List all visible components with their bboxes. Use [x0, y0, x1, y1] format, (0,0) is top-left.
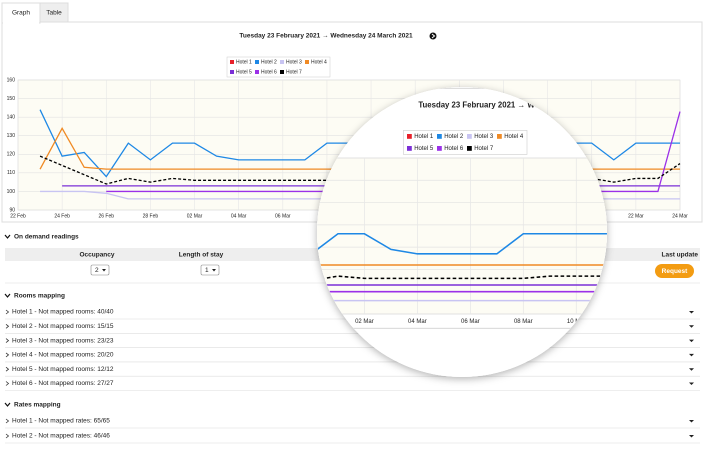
legend: [226, 56, 331, 78]
column-header: Occupancy: [79, 252, 114, 259]
button-label[interactable]: Request: [662, 268, 688, 275]
section-icon: [4, 234, 11, 239]
chart-title: Tuesday 23 February 2021 → Wednesday 24 …: [239, 33, 413, 40]
x-tick-label: 22 Feb: [10, 213, 26, 219]
y-tick-label: 130: [7, 133, 16, 139]
legend-swatch: [230, 70, 234, 74]
mapping-lists: Rooms mapping Hotel 1 - Not mapped rooms:…: [4, 293, 700, 444]
x-tick-label: 26 Feb: [98, 213, 114, 219]
dropdown-caret: [689, 353, 694, 357]
legend-swatch: [255, 60, 259, 64]
expand-icon: [5, 381, 10, 386]
dropdown-caret: [689, 435, 694, 438]
dropdown-caret: [689, 339, 694, 343]
y-tick-label: 160: [7, 77, 16, 83]
x-tick-label: 06 Mar: [275, 213, 291, 219]
lens-content: [317, 87, 607, 377]
x-tick-label: 24 Feb: [54, 213, 70, 219]
section-title: On demand readings: [14, 234, 79, 241]
legend-label: Hotel 4: [311, 59, 327, 65]
legend-swatch: [305, 60, 309, 64]
expand-icon: [5, 323, 10, 329]
y-tick-label: 140: [7, 114, 16, 120]
x-tick-label: 28 Feb: [143, 213, 159, 219]
list-item[interactable]: Hotel 2 - Not mapped rates: 46/46: [12, 433, 110, 440]
request-button[interactable]: [655, 264, 694, 278]
select-caret: [212, 269, 216, 272]
legend-label: Hotel 6: [261, 69, 277, 75]
section-icon: [4, 402, 11, 407]
legend-label: Hotel 5: [236, 69, 252, 75]
tab-label[interactable]: Graph: [12, 10, 30, 17]
expand-icon: [5, 352, 10, 358]
dropdown-caret: [689, 382, 694, 385]
x-tick-label: 02 Mar: [187, 213, 203, 219]
select[interactable]: [200, 264, 220, 276]
legend-swatch: [280, 70, 284, 74]
select-value[interactable]: 1: [205, 267, 209, 274]
legend-label: Hotel 7: [286, 69, 302, 75]
list-item[interactable]: Hotel 1 - Not mapped rates: 65/65: [12, 418, 110, 425]
expand-icon: [5, 338, 10, 343]
y-tick-label: 120: [7, 152, 16, 158]
tab-label[interactable]: Table: [46, 10, 62, 17]
x-tick-label: 04 Mar: [231, 213, 247, 219]
dropdown-caret: [689, 368, 694, 371]
list-item[interactable]: Hotel 2 - Not mapped rooms: 15/15: [12, 323, 114, 330]
select-caret: [102, 269, 106, 272]
y-tick-label: 150: [7, 96, 16, 102]
list-item[interactable]: Hotel 4 - Not mapped rooms: 20/20: [12, 352, 114, 359]
y-tick-label: 90: [9, 207, 15, 213]
next-icon[interactable]: [429, 32, 437, 40]
select-value[interactable]: 2: [95, 267, 99, 274]
magnifier: [317, 87, 607, 377]
dropdown-caret: [689, 420, 694, 423]
section-icon: [4, 293, 11, 298]
next-arrow: [431, 33, 436, 39]
dropdown-caret: [689, 311, 694, 314]
list-item[interactable]: Hotel 3 - Not mapped rooms: 23/23: [12, 337, 114, 344]
x-tick-label: 22 Mar: [628, 213, 644, 219]
section-title: Rates mapping: [14, 402, 61, 409]
expand-icon: [5, 309, 10, 315]
legend-label: Hotel 2: [261, 59, 277, 65]
legend-swatch: [280, 60, 284, 64]
dropdown-caret: [689, 325, 694, 328]
y-tick-label: 110: [7, 170, 15, 176]
legend-label: Hotel 1: [236, 59, 252, 65]
list-item[interactable]: Hotel 1 - Not mapped rooms: 40/40: [12, 309, 114, 316]
section-title: Rooms mapping: [14, 293, 65, 300]
x-tick-label: 24 Mar: [672, 213, 688, 219]
expand-icon: [5, 433, 10, 439]
column-header: Length of stay: [179, 252, 224, 259]
y-tick-label: 100: [7, 189, 16, 195]
legend-swatch: [230, 60, 234, 64]
column-header: Last update: [662, 252, 699, 259]
list-item[interactable]: Hotel 6 - Not mapped rooms: 27/27: [12, 380, 114, 387]
list-item[interactable]: Hotel 5 - Not mapped rooms: 12/12: [12, 366, 114, 373]
expand-icon: [5, 366, 10, 372]
select[interactable]: [90, 264, 110, 276]
tab-join: [3, 21, 39, 24]
legend-swatch: [255, 70, 259, 74]
legend-label: Hotel 3: [286, 59, 302, 65]
expand-icon: [5, 418, 10, 424]
